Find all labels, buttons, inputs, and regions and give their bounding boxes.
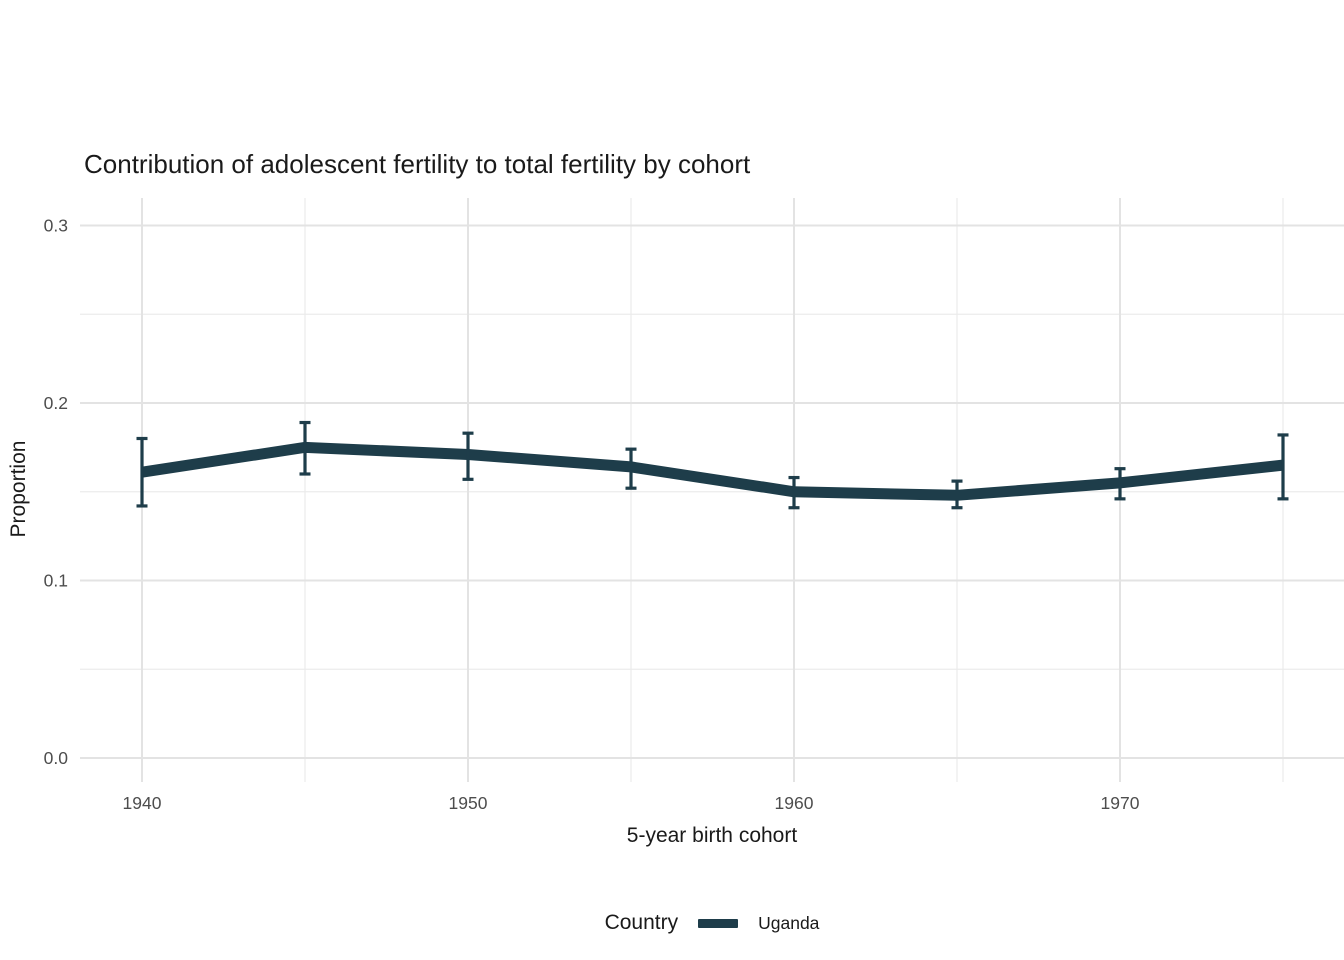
chart-title: Contribution of adolescent fertility to …	[84, 149, 751, 179]
legend-title: Country	[604, 911, 679, 934]
y-axis-title-text: Proportion	[7, 440, 30, 538]
y-tick-label: 0.3	[44, 216, 68, 236]
legend-label-uganda: Uganda	[758, 912, 820, 933]
x-tick-label: 1960	[775, 793, 814, 813]
legend-key-uganda	[698, 918, 739, 928]
x-tick-label: 1950	[449, 793, 488, 813]
legend: Country Uganda	[80, 903, 1344, 943]
x-tick-label: 1940	[123, 793, 162, 813]
y-tick-label: 0.0	[44, 748, 69, 768]
x-axis-title: 5-year birth cohort	[626, 824, 798, 847]
y-tick-label: 0.1	[44, 571, 68, 591]
y-tick-label: 0.2	[44, 393, 68, 413]
series-line-uganda	[141, 441, 1284, 501]
x-tick-label: 1970	[1101, 793, 1140, 813]
